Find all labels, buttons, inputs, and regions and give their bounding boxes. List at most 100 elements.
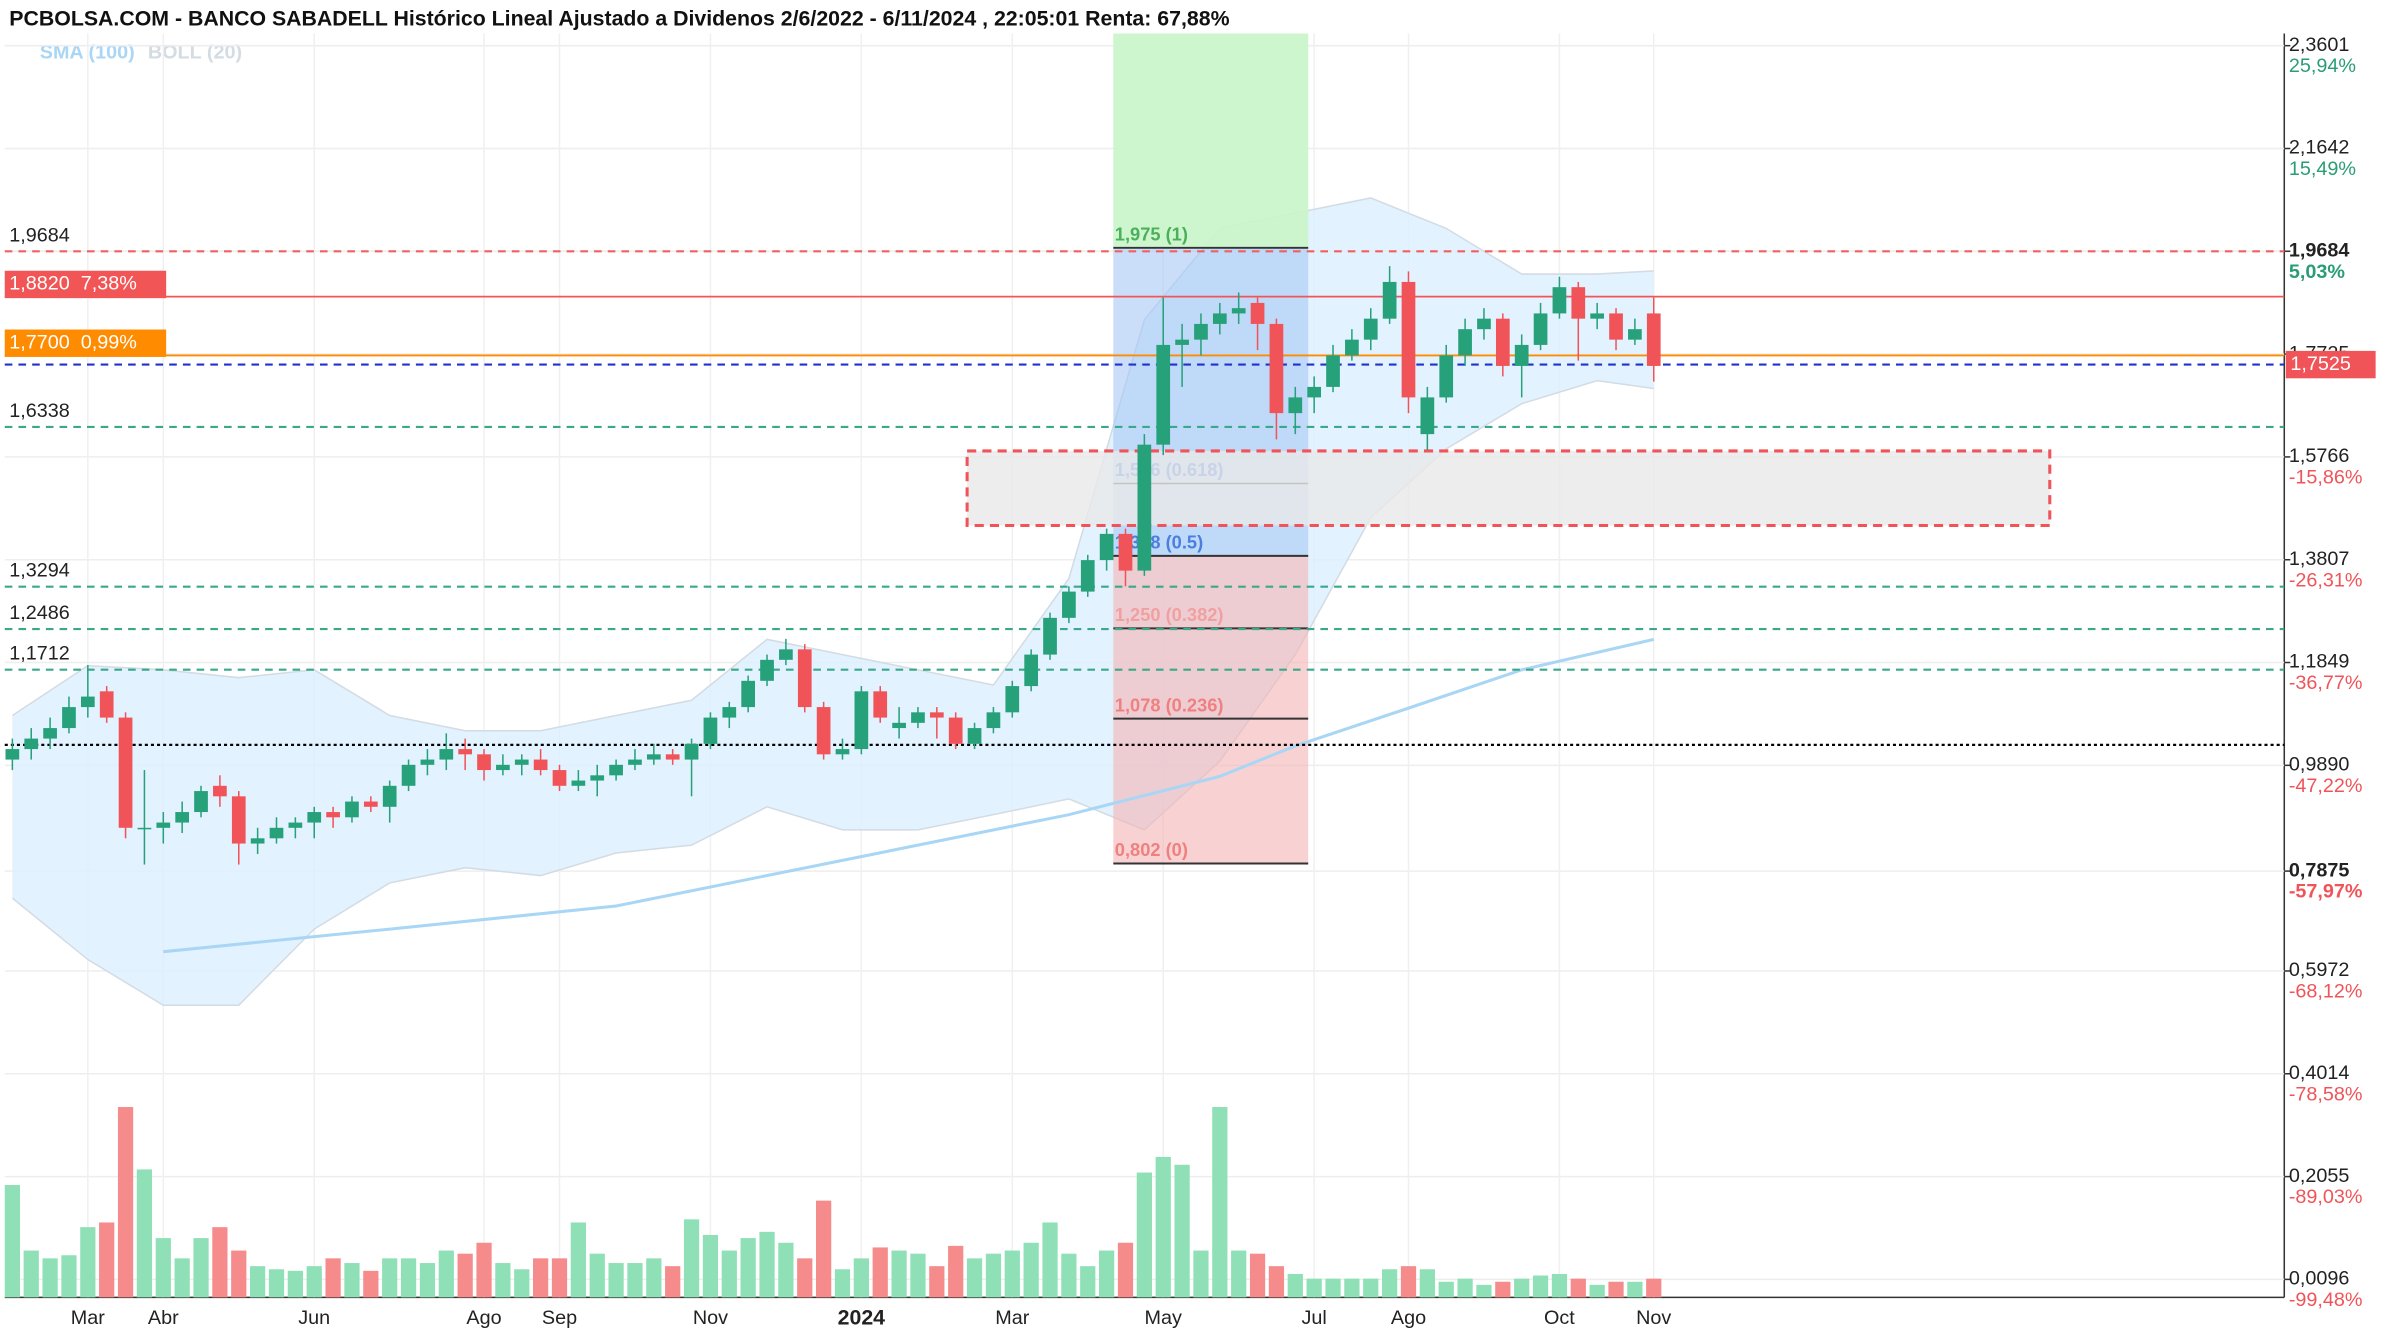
y-tick-label: 2,1642 xyxy=(2289,137,2350,159)
volume-bar xyxy=(212,1227,228,1298)
candle-body xyxy=(1080,560,1095,592)
legend-boll: BOLL (20) xyxy=(148,42,242,64)
level-label: 1,1712 xyxy=(9,643,70,665)
volume-bar xyxy=(891,1250,907,1298)
x-tick-label: Nov xyxy=(1636,1307,1671,1329)
volume-bar xyxy=(231,1250,247,1298)
volume-bar xyxy=(1476,1284,1492,1298)
candle-body xyxy=(99,691,114,718)
volume-bar xyxy=(702,1234,719,1298)
candle-body xyxy=(948,717,963,744)
x-tick-label: Abr xyxy=(148,1307,179,1329)
volume-bar xyxy=(287,1270,303,1298)
x-tick-label: Oct xyxy=(1544,1307,1575,1329)
y-tick-pct: -78,58% xyxy=(2289,1083,2363,1105)
candle-body xyxy=(873,691,888,718)
candle-body xyxy=(269,827,284,839)
candle-body xyxy=(307,812,322,823)
volume-bar xyxy=(1570,1278,1586,1298)
candle-body xyxy=(1439,355,1454,398)
volume-bar xyxy=(778,1242,794,1298)
candle-body xyxy=(1062,591,1076,618)
y-tick-label: 0,9890 xyxy=(2289,754,2350,776)
volume-bar xyxy=(627,1263,643,1298)
level-label: 1,2486 xyxy=(9,602,70,624)
y-tick-pct: -47,22% xyxy=(2289,775,2363,797)
volume-bar xyxy=(1589,1284,1605,1298)
candle-body xyxy=(1099,533,1114,561)
volume-bar xyxy=(646,1258,662,1298)
y-tick-pct: -99,48% xyxy=(2289,1289,2363,1311)
y-tick-pct: -68,12% xyxy=(2289,981,2363,1003)
candle-body xyxy=(797,649,812,708)
level-label: 1,9684 xyxy=(9,224,70,246)
candle-body xyxy=(1363,318,1378,340)
x-tick-label: Mar xyxy=(71,1307,105,1329)
volume-bar xyxy=(382,1258,398,1298)
x-tick-label: Mar xyxy=(995,1307,1029,1329)
candle-body xyxy=(1118,533,1133,571)
volume-bar xyxy=(174,1258,190,1298)
volume-bar xyxy=(42,1258,58,1298)
y-tick-label: 0,5972 xyxy=(2289,959,2350,981)
volume-bar xyxy=(1514,1278,1530,1298)
volume-bar xyxy=(608,1263,624,1298)
volume-bar xyxy=(1400,1266,1417,1298)
candle-body xyxy=(156,822,171,828)
candle-body xyxy=(703,717,718,744)
candle-body xyxy=(231,796,246,844)
candle-body xyxy=(816,707,831,755)
volume-bar xyxy=(910,1253,926,1298)
volume-bar xyxy=(155,1238,171,1298)
volume-bar xyxy=(966,1258,983,1298)
volume-bar xyxy=(1495,1281,1511,1298)
volume-bar xyxy=(419,1263,436,1298)
candle-body xyxy=(1514,344,1529,366)
volume-bar xyxy=(325,1258,341,1298)
fib-green xyxy=(1113,33,1309,248)
volume-bar xyxy=(1117,1242,1134,1298)
y-tick-label: 1,3807 xyxy=(2289,548,2350,570)
x-tick-label: 2024 xyxy=(838,1305,886,1329)
candle-body xyxy=(609,764,623,776)
volume-bar xyxy=(306,1266,322,1298)
volume-bar xyxy=(1080,1266,1096,1298)
volume-bar xyxy=(589,1253,605,1298)
volume-bar xyxy=(721,1250,737,1298)
volume-bar xyxy=(1438,1281,1454,1298)
y-tick-label: 1,5766 xyxy=(2289,445,2350,467)
candle-body xyxy=(514,759,529,765)
y-tick-label: 2,3601 xyxy=(2289,34,2350,56)
candle-body xyxy=(929,712,944,718)
candle-body xyxy=(250,838,265,844)
volume-bar xyxy=(344,1263,360,1298)
volume-bar xyxy=(1099,1250,1115,1298)
candle-body xyxy=(590,775,605,781)
volume-bar xyxy=(136,1169,153,1298)
candle-body xyxy=(628,759,642,765)
y-tick-label: 0,0096 xyxy=(2289,1268,2350,1290)
volume-bar xyxy=(1382,1269,1398,1298)
candle-body xyxy=(1024,654,1039,687)
volume-bar xyxy=(797,1258,813,1298)
candle-body xyxy=(1382,281,1397,319)
volume-bar xyxy=(551,1258,568,1298)
volume-bar xyxy=(1212,1107,1228,1298)
volume-bar xyxy=(533,1258,549,1298)
candle-body xyxy=(741,680,756,708)
volume-bar xyxy=(948,1245,964,1298)
level-box xyxy=(4,270,167,299)
volume-bar xyxy=(834,1269,851,1298)
y-tick-pct: -15,86% xyxy=(2289,466,2363,488)
candle-body xyxy=(118,717,133,828)
volume-bar xyxy=(1231,1250,1247,1298)
volume-bar xyxy=(759,1231,775,1298)
volume-bar xyxy=(853,1258,869,1298)
candle-body xyxy=(5,749,20,760)
volume-bar xyxy=(985,1253,1002,1298)
candle-body xyxy=(1609,313,1623,340)
volume-bar xyxy=(1023,1242,1039,1298)
candle-body xyxy=(24,738,39,750)
